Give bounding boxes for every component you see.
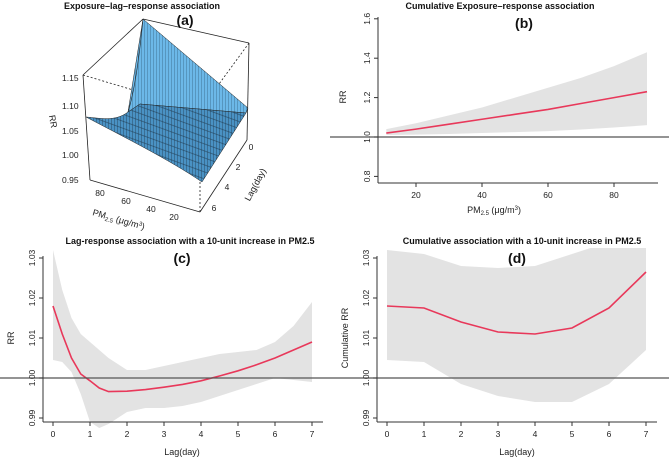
plot-area xyxy=(52,250,313,428)
pm-tick-label: 80 xyxy=(95,188,105,198)
y-tick-label: 1.00 xyxy=(361,369,371,386)
surface-lag0-face xyxy=(127,18,249,114)
pm-tick-label: 40 xyxy=(146,204,156,214)
z-tick-label: 1.05 xyxy=(62,126,79,136)
x-tick-label: 6 xyxy=(607,429,612,439)
y-tick-label: 1.02 xyxy=(27,289,37,306)
lag-tick-label: 6 xyxy=(212,203,217,213)
x-tick-label: 0 xyxy=(385,429,390,439)
x-tick-label: 2 xyxy=(125,429,130,439)
x-label-sup: 3 xyxy=(515,206,519,212)
z-tick-label: 1.00 xyxy=(62,150,79,160)
lag-tick-label: 0 xyxy=(249,142,254,152)
x-tick-label: 5 xyxy=(236,429,241,439)
y-tick-label: 1.03 xyxy=(27,249,37,266)
pm-tick-label: 60 xyxy=(121,196,131,206)
z-tick-label: 1.10 xyxy=(62,101,79,111)
panel-label: (d) xyxy=(508,250,526,266)
pm-tick-labels: 80 60 40 20 xyxy=(95,188,179,222)
y-tick-label: 1.03 xyxy=(361,249,371,266)
panel-d: 0.99 1.00 1.01 1.02 1.03 0 1 2 3 4 5 6 7 Cumulative a… xyxy=(334,236,669,457)
panel-label: (b) xyxy=(515,15,533,31)
lag-tick-label: 2 xyxy=(236,162,241,172)
rr-line xyxy=(52,305,313,393)
x-tick-label: 20 xyxy=(411,190,421,200)
y-tick-label: 0.99 xyxy=(361,409,371,426)
panel-c: 0.99 1.00 1.01 1.02 1.03 0 1 2 3 4 5 6 7 Lag-response… xyxy=(0,236,334,457)
y-tick-label: 1.01 xyxy=(27,329,37,346)
y-tick-label: 1.00 xyxy=(27,369,37,386)
plot-area xyxy=(386,52,648,136)
x-tick-label: 1 xyxy=(422,429,427,439)
panel-a: Exposure–lag–response association (a) 1.… xyxy=(47,1,269,233)
lag-tick-label: 4 xyxy=(225,182,230,192)
x-tick-label: 0 xyxy=(51,429,56,439)
pm-label-sub: 2.5 xyxy=(104,217,114,225)
x-tick-label: 4 xyxy=(199,429,204,439)
confidence-band xyxy=(386,52,647,136)
x-tick-label: 5 xyxy=(570,429,575,439)
y-axis-label: RR xyxy=(338,90,348,103)
lag-axis-label: Lag(day) xyxy=(243,167,269,203)
x-axis-label: Lag(day) xyxy=(164,447,200,457)
x-tick-label: 3 xyxy=(496,429,501,439)
y-axis-label: RR xyxy=(6,331,16,344)
pm-axis-label: PM2.5 (μg/m3) xyxy=(91,207,146,233)
x-tick-label: 6 xyxy=(273,429,278,439)
z-tick-label: 0.95 xyxy=(62,175,79,185)
y-tick-label: 1.4 xyxy=(362,52,372,64)
panel-a-label: (a) xyxy=(176,12,193,28)
confidence-band xyxy=(53,250,312,428)
panel-label: (c) xyxy=(173,250,190,266)
x-tick-label: 7 xyxy=(310,429,315,439)
x-tick-label: 3 xyxy=(162,429,167,439)
z-tick-label: 1.15 xyxy=(62,73,79,83)
box-edges xyxy=(82,18,250,213)
pm-label-close: ) xyxy=(140,221,146,231)
x-tick-label: 4 xyxy=(533,429,538,439)
pm-label-main: PM xyxy=(91,207,107,220)
y-tick-label: 1.01 xyxy=(361,329,371,346)
y-tick-label: 1.02 xyxy=(361,289,371,306)
x-label-close: ) xyxy=(518,205,521,215)
panel-a-title: Exposure–lag–response association xyxy=(64,1,220,11)
y-tick-label: 0.99 xyxy=(27,409,37,426)
lag-tick-labels: 0 2 4 6 xyxy=(212,142,254,213)
rr-line xyxy=(386,271,647,335)
y-tick-label: 1.6 xyxy=(362,13,372,25)
pm-label-unit: (μg/m xyxy=(112,213,139,230)
x-tick-label: 1 xyxy=(88,429,93,439)
x-tick-label: 80 xyxy=(609,190,619,200)
panel-b: 0.8 1.0 1.2 1.4 1.6 20 40 60 80 Cumulative Exposu… xyxy=(330,1,669,217)
surface-lower-face xyxy=(85,103,247,183)
x-tick-label: 7 xyxy=(644,429,649,439)
y-tick-label: 1.2 xyxy=(362,91,372,103)
x-tick-label: 2 xyxy=(459,429,464,439)
pm-tick-label: 20 xyxy=(169,212,179,222)
y-tick-label: 0.8 xyxy=(362,170,372,182)
x-tick-label: 60 xyxy=(543,190,553,200)
x-label-unit: (μg/m xyxy=(489,205,515,215)
panel-title: Cumulative Exposure–response association xyxy=(405,1,594,11)
confidence-band xyxy=(387,248,646,402)
x-axis-label: Lag(day) xyxy=(499,447,535,457)
panel-title: Cumulative association with a 10-unit in… xyxy=(403,236,642,246)
y-tick-label: 1.0 xyxy=(362,131,372,143)
z-axis-label: RR xyxy=(47,114,59,129)
z-tick-labels: 1.15 1.10 1.05 1.00 0.95 xyxy=(62,73,79,185)
x-label-main: PM xyxy=(467,205,481,215)
surface-ridge xyxy=(127,18,144,113)
panel-title: Lag-response association with a 10-unit … xyxy=(65,236,314,246)
x-tick-label: 40 xyxy=(477,190,487,200)
pm-label-sup: 3 xyxy=(138,221,143,228)
x-label-sub: 2.5 xyxy=(481,211,490,217)
y-axis-label: Cumulative RR xyxy=(340,307,350,368)
plot-area xyxy=(386,248,647,402)
x-axis-label: PM2.5 (μg/m3) xyxy=(467,205,521,217)
